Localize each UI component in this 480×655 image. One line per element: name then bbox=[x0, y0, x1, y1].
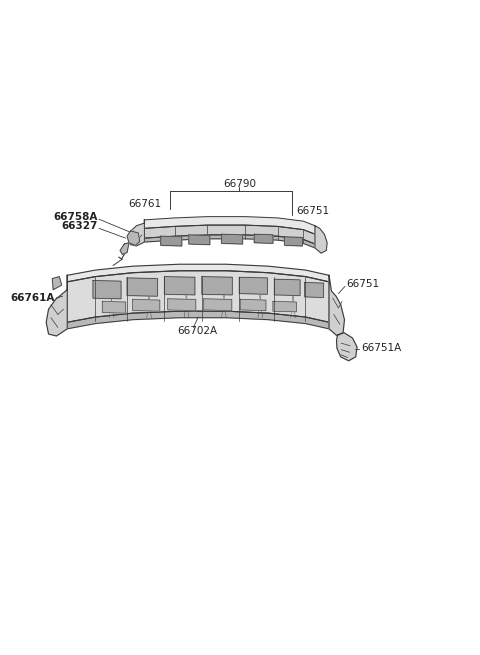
Polygon shape bbox=[127, 231, 140, 246]
Text: 66751A: 66751A bbox=[361, 343, 401, 353]
Text: 66761A: 66761A bbox=[10, 293, 55, 303]
Polygon shape bbox=[240, 299, 266, 310]
Polygon shape bbox=[102, 301, 126, 313]
Polygon shape bbox=[120, 243, 129, 254]
Polygon shape bbox=[254, 234, 273, 244]
Polygon shape bbox=[144, 235, 315, 248]
Polygon shape bbox=[189, 235, 210, 245]
Polygon shape bbox=[204, 299, 232, 310]
Text: 66702A: 66702A bbox=[177, 326, 217, 336]
Polygon shape bbox=[144, 217, 315, 234]
Text: 66790: 66790 bbox=[223, 179, 256, 189]
Polygon shape bbox=[67, 264, 329, 282]
Polygon shape bbox=[305, 282, 324, 297]
Polygon shape bbox=[161, 236, 182, 246]
Text: 66761: 66761 bbox=[129, 198, 162, 208]
Polygon shape bbox=[168, 299, 196, 310]
Polygon shape bbox=[315, 226, 327, 253]
Polygon shape bbox=[329, 275, 345, 335]
Polygon shape bbox=[273, 301, 296, 312]
Polygon shape bbox=[285, 237, 302, 246]
Polygon shape bbox=[221, 234, 242, 244]
Polygon shape bbox=[46, 275, 67, 336]
Polygon shape bbox=[52, 276, 61, 290]
Polygon shape bbox=[144, 225, 315, 244]
Text: 66327: 66327 bbox=[61, 221, 97, 231]
Polygon shape bbox=[336, 333, 357, 361]
Polygon shape bbox=[240, 277, 267, 294]
Polygon shape bbox=[129, 220, 144, 246]
Polygon shape bbox=[202, 276, 232, 295]
Polygon shape bbox=[132, 299, 160, 311]
Polygon shape bbox=[67, 311, 329, 329]
Polygon shape bbox=[275, 279, 300, 295]
Text: 66751: 66751 bbox=[296, 206, 329, 216]
Polygon shape bbox=[67, 271, 329, 322]
Text: 66758A: 66758A bbox=[53, 212, 97, 221]
Polygon shape bbox=[93, 280, 121, 299]
Polygon shape bbox=[127, 278, 157, 296]
Polygon shape bbox=[165, 276, 195, 295]
Text: 66751: 66751 bbox=[346, 280, 379, 290]
